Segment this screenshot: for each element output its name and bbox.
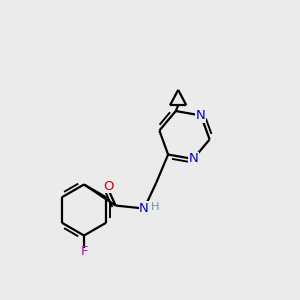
Text: O: O (103, 179, 113, 193)
Text: N: N (188, 152, 198, 166)
Text: F: F (80, 245, 88, 258)
Text: N: N (196, 109, 206, 122)
Text: N: N (139, 202, 149, 215)
Text: H: H (151, 202, 160, 212)
